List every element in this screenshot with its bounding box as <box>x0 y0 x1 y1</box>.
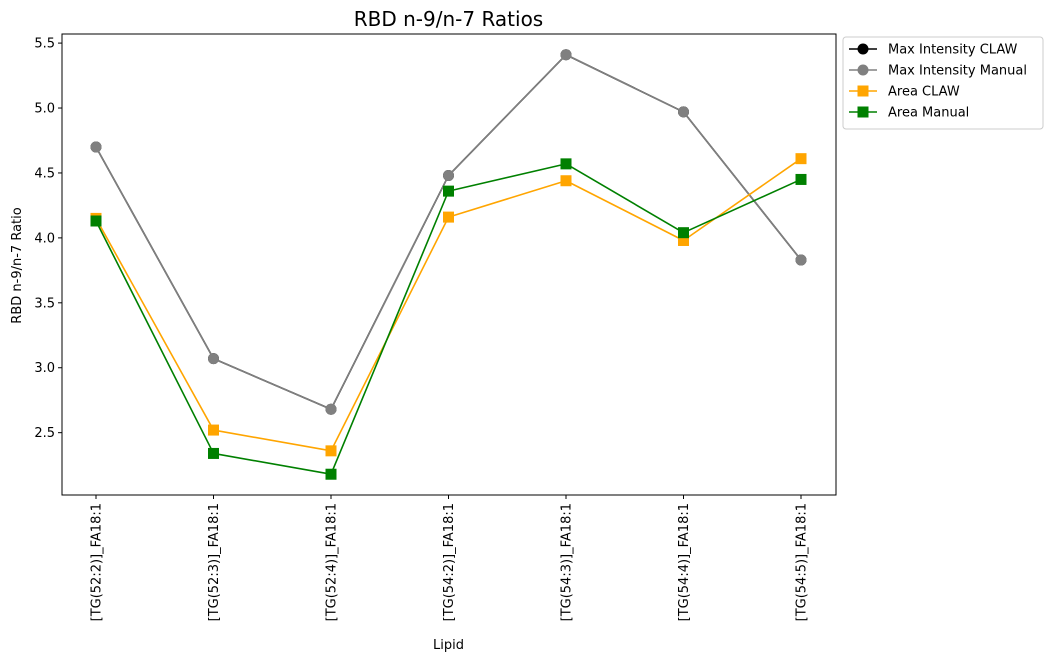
data-point <box>560 49 572 61</box>
legend-label: Max Intensity Manual <box>888 64 1027 79</box>
data-point <box>678 234 689 246</box>
x-tick-label: [TG(52:3)]_FA18:1 <box>207 503 222 621</box>
legend: Max Intensity CLAW Max Intensity Manual Ar… <box>842 36 1044 130</box>
y-tick-label: 4.5 <box>34 166 55 181</box>
x-tick-label: [TG(52:2)]_FA18:1 <box>90 503 105 621</box>
x-tick-label: [TG(54:2)]_FA18:1 <box>442 503 457 621</box>
data-point <box>325 445 337 457</box>
data-point <box>560 175 572 187</box>
legend-marker <box>857 43 869 55</box>
data-point <box>443 211 454 223</box>
x-axis-label: Lipid <box>433 638 464 653</box>
series-max-intensity-manual <box>90 49 807 415</box>
x-tick-label: [TG(54:5)]_FA18:1 <box>795 503 810 621</box>
y-tick-label: 3.0 <box>34 361 55 376</box>
legend-label: Max Intensity CLAW <box>888 43 1018 58</box>
legend-marker <box>857 106 869 118</box>
legend-entry: Max Intensity Manual <box>849 64 1027 79</box>
legend-entry: Area Manual <box>849 106 969 121</box>
legend-entry: Max Intensity CLAW <box>849 43 1018 58</box>
data-point <box>208 447 219 459</box>
data-point <box>678 227 689 239</box>
data-point <box>560 158 572 170</box>
legend-label: Area Manual <box>888 106 969 121</box>
data-point <box>208 424 219 436</box>
data-point <box>443 170 454 182</box>
data-point <box>795 173 807 185</box>
data-point <box>795 254 807 266</box>
data-point <box>325 468 337 480</box>
data-point <box>90 141 102 153</box>
y-tick-label: 4.0 <box>34 231 55 246</box>
legend-marker <box>857 64 869 76</box>
y-axis-label: RBD n-9/n-7 Ratio <box>10 207 25 323</box>
plot-area: 2.5 3.0 3.5 4.0 4.5 5.0 5.5 [TG(52:2)]_FA18:1 [T… <box>34 33 837 621</box>
data-point <box>795 153 807 165</box>
data-point <box>208 353 219 365</box>
data-point <box>443 185 454 197</box>
legend-box <box>842 36 1044 130</box>
x-tick-label: [TG(54:3)]_FA18:1 <box>560 503 575 621</box>
legend-marker <box>857 85 869 97</box>
legend-label: Area CLAW <box>888 85 960 100</box>
data-point <box>325 403 337 415</box>
series-area-manual <box>90 158 807 480</box>
x-tick-label: [TG(52:4)]_FA18:1 <box>325 503 340 621</box>
x-tick-label: [TG(54:4)]_FA18:1 <box>677 503 692 621</box>
legend-entry: Area CLAW <box>849 85 960 100</box>
y-tick-label: 5.0 <box>34 102 55 117</box>
y-tick-label: 2.5 <box>34 426 55 441</box>
y-tick-label: 5.5 <box>34 37 55 52</box>
y-tick-label: 3.5 <box>34 296 55 311</box>
data-point <box>90 215 102 227</box>
data-point <box>678 106 689 118</box>
chart-title: RBD n-9/n-7 Ratios <box>354 7 543 31</box>
